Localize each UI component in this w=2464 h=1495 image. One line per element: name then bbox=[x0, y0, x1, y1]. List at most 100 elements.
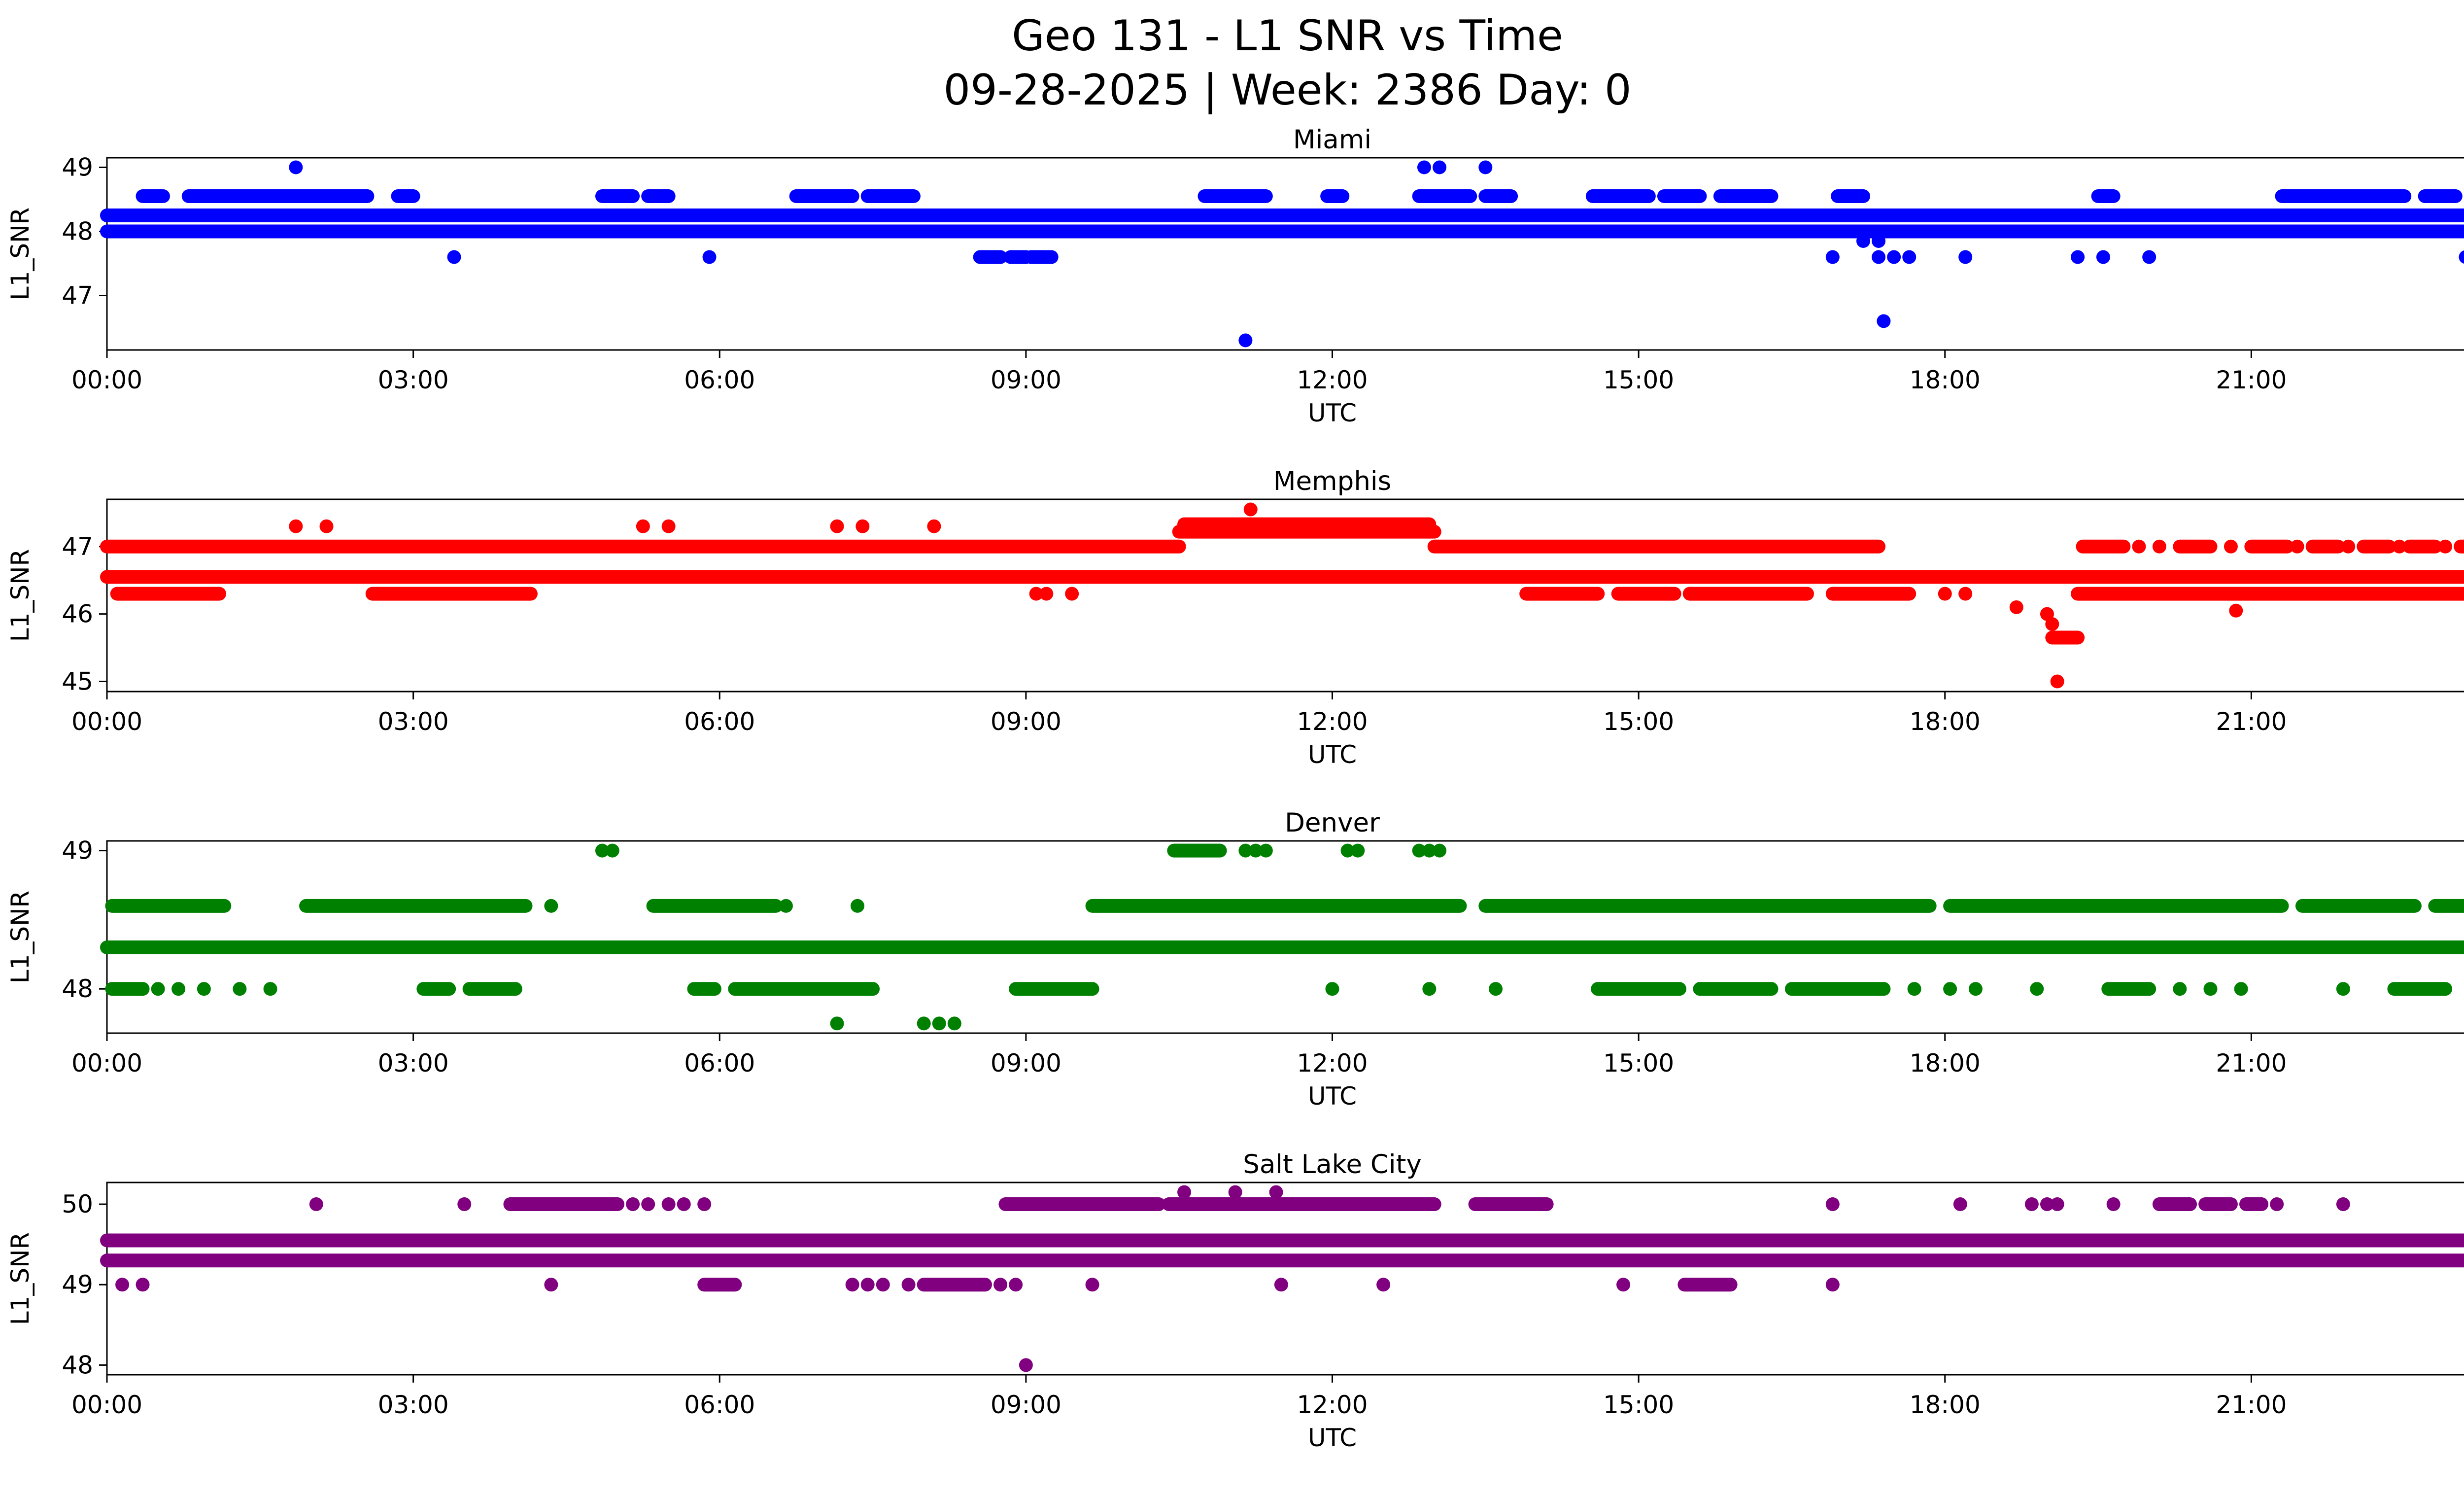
y-tick-label: 48 bbox=[62, 1351, 93, 1379]
x-tick-label: 15:00 bbox=[1603, 1049, 1674, 1078]
scatter-point bbox=[1422, 843, 1437, 858]
scatter-point bbox=[845, 1278, 859, 1292]
figure-subtitle: 09-28-2025 | Week: 2386 Day: 0 bbox=[943, 66, 1632, 115]
scatter-point bbox=[151, 982, 165, 996]
scatter-point bbox=[2009, 600, 2023, 614]
x-tick-label: 03:00 bbox=[378, 366, 449, 394]
scatter-point bbox=[876, 1278, 890, 1292]
subplot-memphis: Memphis 45 46 47 L1_SNR 00:00 03:00 06:00 09:00 1… bbox=[0, 467, 2464, 809]
y-axis-label: L1_SNR bbox=[6, 1232, 34, 1325]
scatter-point bbox=[2106, 1197, 2121, 1212]
y-tick-label: 46 bbox=[62, 600, 93, 628]
scatter-point bbox=[636, 519, 650, 533]
y-tick-label: 49 bbox=[62, 1270, 93, 1299]
x-tick-label: 09:00 bbox=[991, 366, 1061, 394]
x-tick-label: 15:00 bbox=[1603, 707, 1674, 736]
scatter-point bbox=[697, 1197, 712, 1212]
scatter-point bbox=[1422, 982, 1437, 996]
figure-header: Geo 131 - L1 SNR vs Time 09-28-2025 | We… bbox=[0, 0, 2464, 126]
x-tick-label: 03:00 bbox=[378, 1391, 449, 1419]
scatter-point bbox=[830, 1016, 844, 1031]
scatter-point bbox=[917, 1016, 931, 1031]
scatter-point bbox=[1872, 234, 1886, 248]
y-axis-label: L1_SNR bbox=[6, 549, 34, 642]
scatter-point bbox=[2234, 982, 2248, 996]
scatter-point bbox=[544, 899, 558, 913]
scatter-point bbox=[544, 1278, 558, 1292]
scatter-point bbox=[661, 1197, 676, 1212]
x-tick-label: 09:00 bbox=[991, 1391, 1061, 1419]
scatter-point bbox=[1325, 982, 1339, 996]
x-tick-label: 03:00 bbox=[378, 1049, 449, 1078]
axes-frame bbox=[106, 840, 2464, 1034]
x-tick-label: 21:00 bbox=[2216, 1391, 2287, 1419]
scatter-point bbox=[289, 519, 303, 533]
scatter-point bbox=[115, 1278, 130, 1292]
axes-frame bbox=[106, 1182, 2464, 1376]
scatter-point bbox=[1907, 982, 1921, 996]
x-tick-label: 21:00 bbox=[2216, 1049, 2287, 1078]
scatter-point bbox=[901, 1278, 916, 1292]
scatter-point bbox=[850, 899, 864, 913]
scatter-point bbox=[2203, 982, 2218, 996]
scatter-point bbox=[2290, 539, 2304, 554]
scatter-point bbox=[1228, 1185, 1242, 1199]
x-axis-label: UTC bbox=[1308, 1424, 1357, 1452]
scatter-point bbox=[2224, 539, 2238, 554]
scatter-point bbox=[1351, 843, 1365, 858]
x-tick-label: 18:00 bbox=[1910, 366, 1981, 394]
subplots-container: Miami 47 48 49 L1_SNR 00:00 03:00 06:00 09:00 12:… bbox=[0, 126, 2464, 1492]
x-tick-label: 21:00 bbox=[2216, 707, 2287, 736]
x-tick-label: 15:00 bbox=[1603, 366, 1674, 394]
subplot-title: Denver bbox=[1285, 809, 1380, 838]
scatter-point bbox=[2336, 982, 2350, 996]
scatter-point bbox=[993, 1278, 1008, 1292]
subplot-title: Miami bbox=[1293, 126, 1371, 155]
scatter-point bbox=[1269, 1185, 1283, 1199]
scatter-point bbox=[856, 519, 870, 533]
scatter-series-memphis bbox=[100, 502, 2464, 689]
scatter-point bbox=[1943, 982, 1957, 996]
x-axis-label: UTC bbox=[1308, 399, 1357, 427]
scatter-point bbox=[1177, 1185, 1192, 1199]
x-tick-label: 06:00 bbox=[684, 707, 755, 736]
scatter-point bbox=[605, 843, 619, 858]
scatter-point bbox=[1417, 160, 1431, 174]
y-tick-label: 48 bbox=[62, 974, 93, 1003]
x-tick-label: 09:00 bbox=[991, 1049, 1061, 1078]
y-tick-label: 47 bbox=[62, 532, 93, 561]
scatter-point bbox=[1243, 502, 1258, 517]
scatter-point bbox=[1958, 587, 1973, 601]
scatter-point bbox=[1877, 314, 1891, 328]
y-tick-label: 45 bbox=[62, 667, 93, 695]
scatter-point bbox=[1085, 1278, 1099, 1292]
scatter-point bbox=[2438, 539, 2453, 554]
scatter-point bbox=[309, 1197, 323, 1212]
scatter-point bbox=[661, 519, 676, 533]
x-tick-label: 18:00 bbox=[1910, 1049, 1981, 1078]
scatter-point bbox=[641, 1197, 655, 1212]
y-tick-label: 49 bbox=[62, 153, 93, 182]
scatter-point bbox=[2152, 539, 2166, 554]
scatter-point bbox=[1019, 1358, 1033, 1372]
scatter-point bbox=[2229, 603, 2243, 618]
scatter-point bbox=[1872, 250, 1886, 264]
x-tick-label: 18:00 bbox=[1910, 1391, 1981, 1419]
scatter-point bbox=[2392, 539, 2406, 554]
x-tick-label: 18:00 bbox=[1910, 707, 1981, 736]
scatter-point bbox=[2132, 539, 2146, 554]
scatter-point bbox=[233, 982, 247, 996]
scatter-point bbox=[2096, 250, 2110, 264]
scatter-point bbox=[779, 899, 793, 913]
scatter-point bbox=[2270, 1197, 2284, 1212]
x-tick-label: 12:00 bbox=[1297, 366, 1368, 394]
scatter-point bbox=[927, 519, 941, 533]
subplot-canvas-denver: Denver 48 49 L1_SNR 00:00 03:00 06:00 09:00 12:0… bbox=[6, 809, 2464, 1111]
x-axis-label: UTC bbox=[1308, 1082, 1357, 1111]
scatter-point bbox=[1330, 519, 1344, 533]
x-tick-label: 15:00 bbox=[1603, 1391, 1674, 1419]
scatter-point bbox=[2024, 1197, 2039, 1212]
x-tick-label: 00:00 bbox=[71, 1391, 142, 1419]
scatter-point bbox=[1433, 160, 1447, 174]
